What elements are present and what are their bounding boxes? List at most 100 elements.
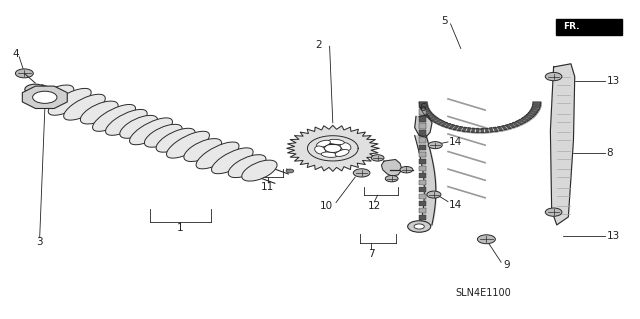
Ellipse shape xyxy=(93,104,136,131)
Circle shape xyxy=(477,235,495,244)
Ellipse shape xyxy=(81,101,118,124)
Ellipse shape xyxy=(63,94,106,120)
Ellipse shape xyxy=(120,115,157,138)
Polygon shape xyxy=(472,128,475,132)
Circle shape xyxy=(385,175,398,182)
Polygon shape xyxy=(533,102,541,103)
Polygon shape xyxy=(530,110,538,113)
Ellipse shape xyxy=(36,85,74,108)
Polygon shape xyxy=(493,127,498,131)
Circle shape xyxy=(408,221,431,232)
Polygon shape xyxy=(428,116,436,119)
Polygon shape xyxy=(467,128,470,132)
Polygon shape xyxy=(528,112,536,115)
Ellipse shape xyxy=(156,128,195,152)
Ellipse shape xyxy=(166,131,209,158)
Polygon shape xyxy=(445,124,451,128)
Polygon shape xyxy=(481,129,484,132)
Circle shape xyxy=(15,69,33,78)
Polygon shape xyxy=(381,160,402,176)
Polygon shape xyxy=(509,124,515,128)
Bar xyxy=(419,102,426,108)
Ellipse shape xyxy=(184,138,221,161)
Polygon shape xyxy=(22,86,67,108)
Text: 5: 5 xyxy=(442,16,448,26)
Polygon shape xyxy=(426,114,434,117)
Polygon shape xyxy=(449,125,454,129)
Circle shape xyxy=(545,72,562,81)
Polygon shape xyxy=(518,119,526,123)
Polygon shape xyxy=(522,118,529,121)
Polygon shape xyxy=(502,126,507,130)
Ellipse shape xyxy=(335,150,349,156)
Polygon shape xyxy=(490,128,493,132)
Bar xyxy=(419,152,426,157)
Text: FR.: FR. xyxy=(563,22,580,31)
Polygon shape xyxy=(421,108,429,110)
Ellipse shape xyxy=(228,155,266,178)
FancyBboxPatch shape xyxy=(556,19,622,35)
Ellipse shape xyxy=(129,118,173,145)
Text: 1: 1 xyxy=(177,223,184,233)
Ellipse shape xyxy=(340,143,351,151)
Text: 13: 13 xyxy=(607,76,620,86)
Bar xyxy=(419,215,426,220)
Polygon shape xyxy=(419,102,427,103)
Ellipse shape xyxy=(315,146,326,154)
Ellipse shape xyxy=(321,152,337,157)
Text: 6: 6 xyxy=(419,103,426,114)
Bar xyxy=(419,137,426,143)
Bar xyxy=(419,173,426,178)
Bar xyxy=(419,166,426,171)
Polygon shape xyxy=(516,121,523,124)
Ellipse shape xyxy=(242,160,277,181)
Circle shape xyxy=(371,155,384,161)
Polygon shape xyxy=(424,112,432,115)
Bar xyxy=(419,222,426,227)
Ellipse shape xyxy=(328,139,344,145)
Polygon shape xyxy=(587,20,597,33)
Circle shape xyxy=(427,191,441,198)
Text: 4: 4 xyxy=(13,49,19,59)
Bar xyxy=(419,145,426,150)
Polygon shape xyxy=(476,129,479,132)
Circle shape xyxy=(324,144,341,152)
Polygon shape xyxy=(441,122,447,126)
Bar xyxy=(419,208,426,213)
Polygon shape xyxy=(415,115,432,137)
Polygon shape xyxy=(419,104,428,106)
Polygon shape xyxy=(453,126,458,130)
Circle shape xyxy=(414,224,424,229)
Text: 14: 14 xyxy=(449,200,463,210)
Bar xyxy=(419,159,426,164)
Text: 11: 11 xyxy=(261,182,274,192)
Bar xyxy=(419,123,426,129)
Polygon shape xyxy=(462,127,467,131)
Polygon shape xyxy=(532,106,540,108)
Bar xyxy=(419,109,426,115)
Ellipse shape xyxy=(317,140,330,147)
Circle shape xyxy=(25,84,45,94)
Ellipse shape xyxy=(145,124,182,147)
Circle shape xyxy=(286,169,294,173)
Text: 13: 13 xyxy=(607,231,620,241)
Ellipse shape xyxy=(106,109,147,135)
Polygon shape xyxy=(524,116,532,119)
Ellipse shape xyxy=(48,88,91,115)
Text: 12: 12 xyxy=(368,201,381,211)
Text: 3: 3 xyxy=(36,237,43,248)
Polygon shape xyxy=(532,104,541,106)
Circle shape xyxy=(545,208,562,216)
Polygon shape xyxy=(550,64,575,225)
Bar xyxy=(419,194,426,199)
Polygon shape xyxy=(531,108,539,110)
Polygon shape xyxy=(458,127,462,131)
Polygon shape xyxy=(437,121,444,124)
Text: 7: 7 xyxy=(368,249,374,259)
Bar xyxy=(419,130,426,136)
Polygon shape xyxy=(431,118,438,121)
Text: 10: 10 xyxy=(320,201,333,211)
Circle shape xyxy=(400,167,413,173)
Bar xyxy=(419,201,426,206)
Circle shape xyxy=(353,169,370,177)
